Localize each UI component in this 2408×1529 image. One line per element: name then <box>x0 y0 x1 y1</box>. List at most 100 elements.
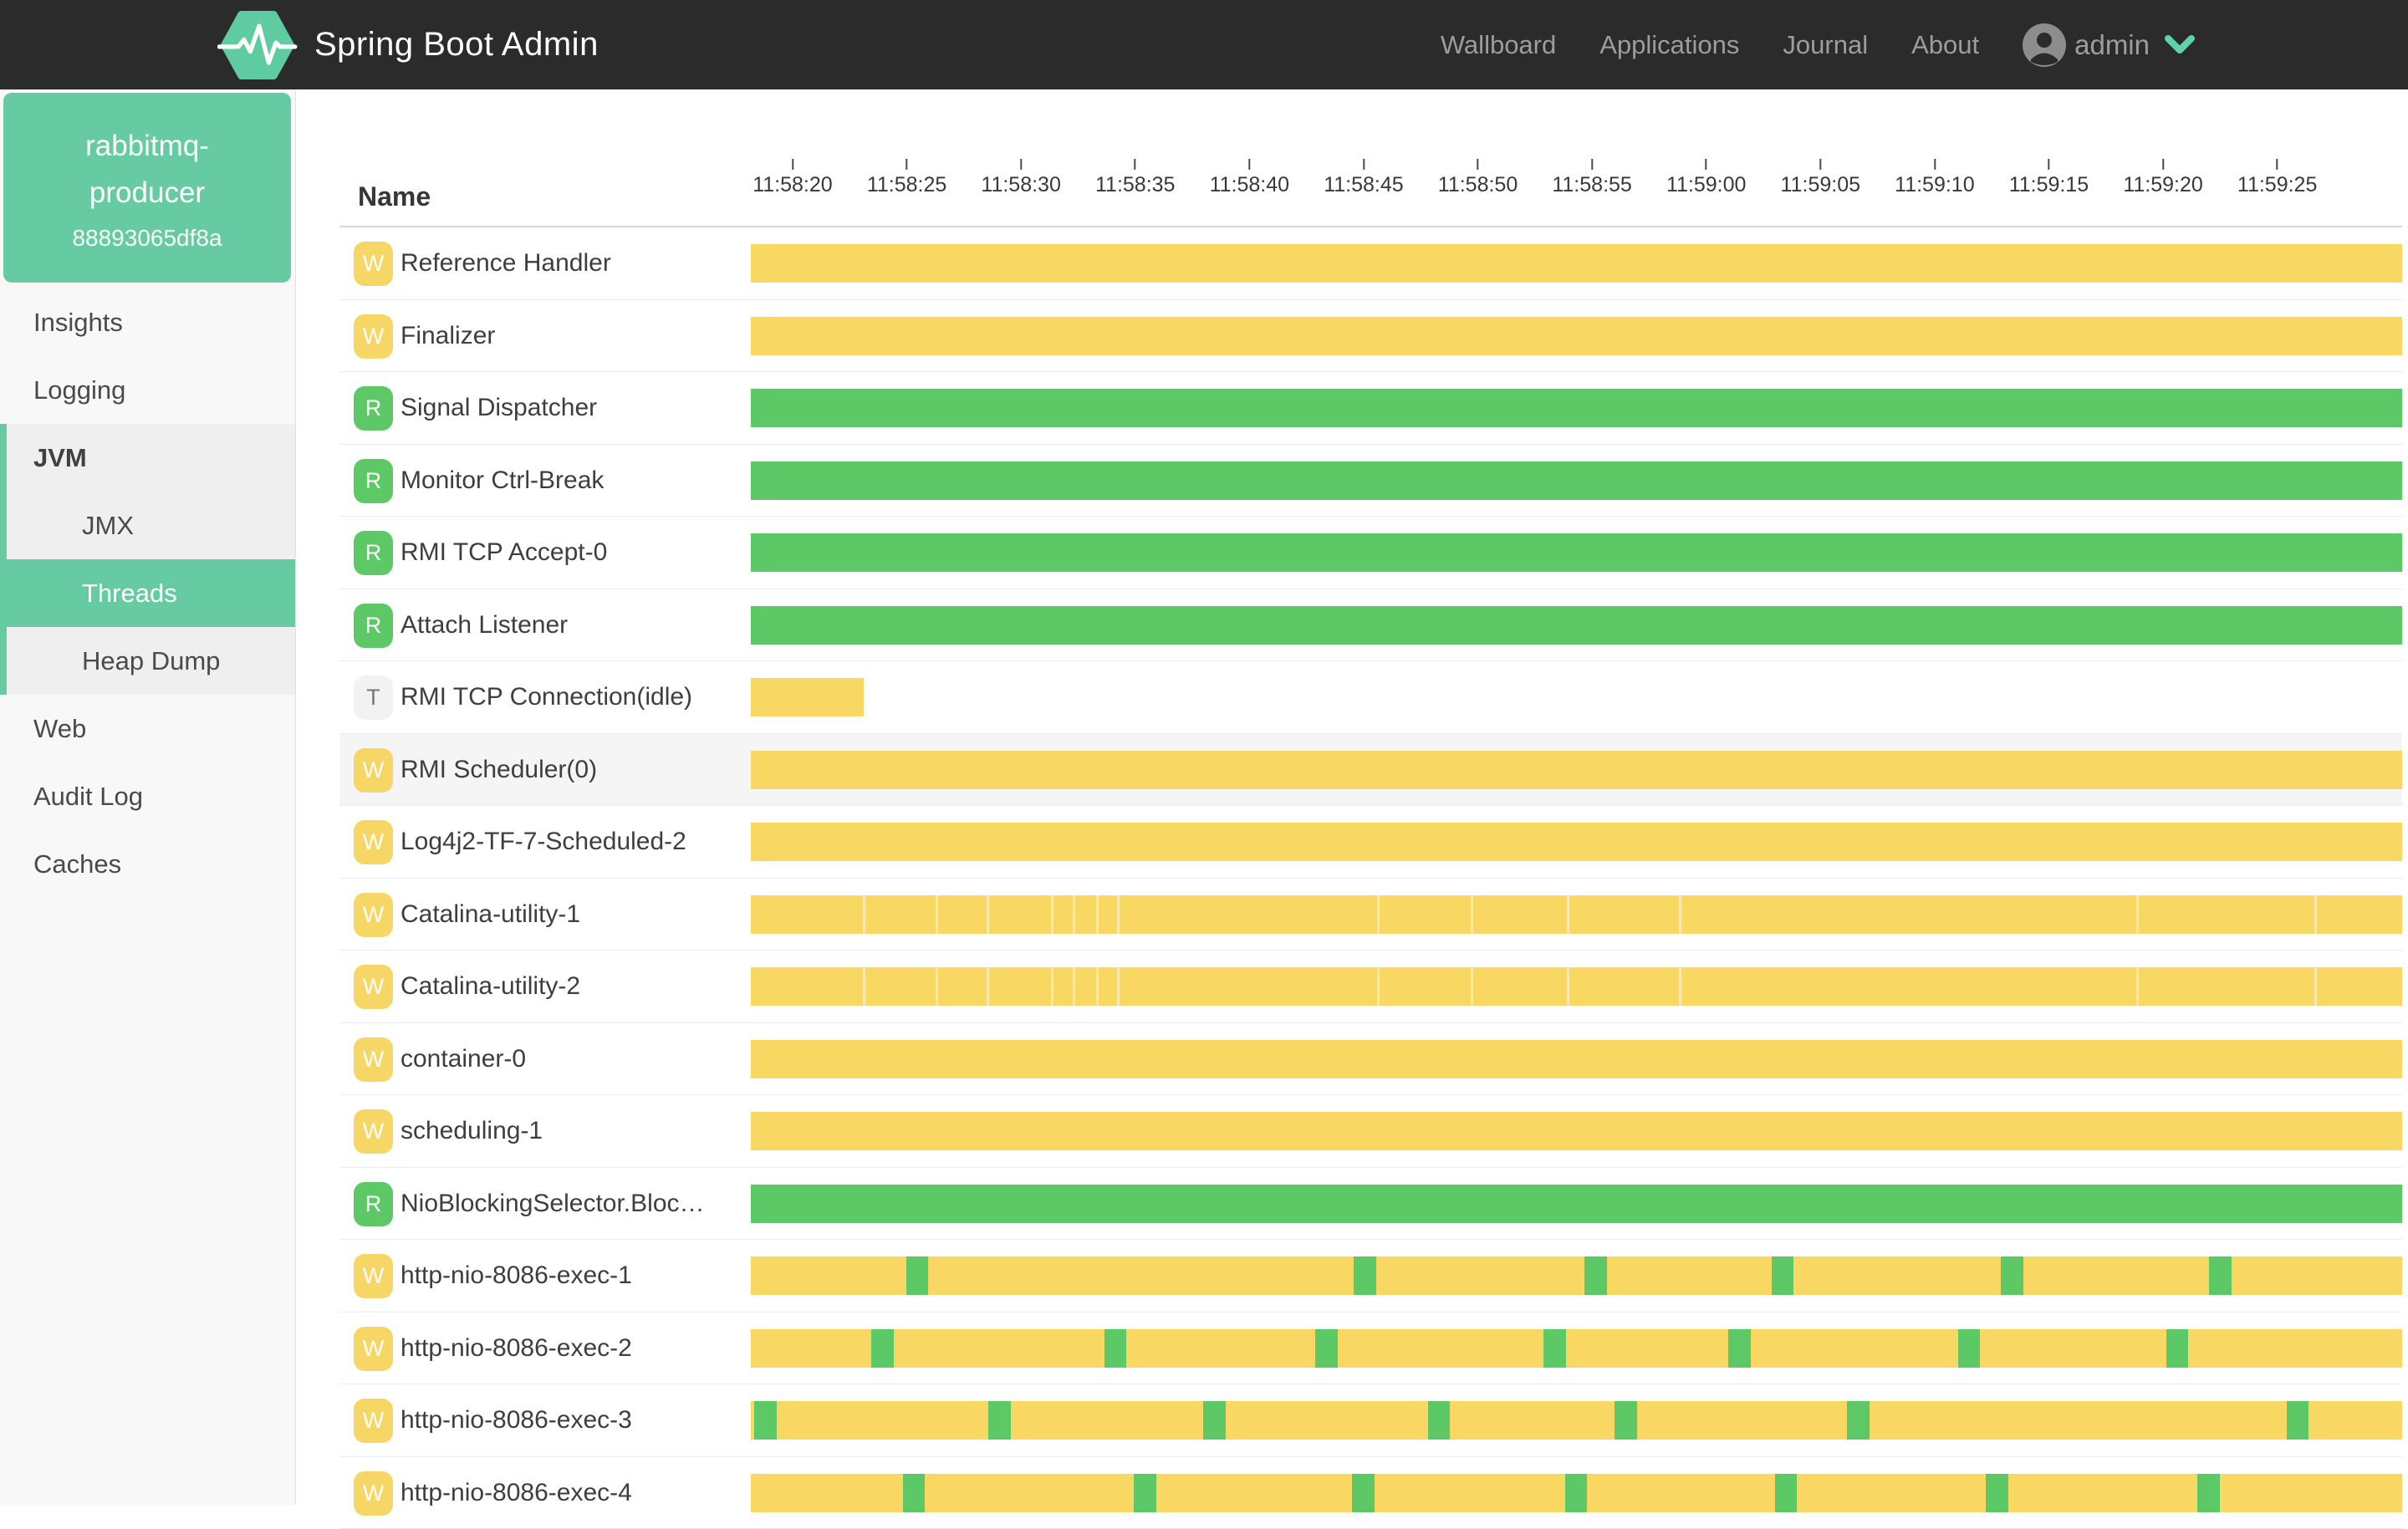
nav-link-journal[interactable]: Journal <box>1783 30 1868 60</box>
runnable-mark <box>2287 1401 2309 1440</box>
thread-timeline-bar[interactable] <box>751 895 2402 934</box>
runnable-mark <box>1203 1401 1226 1440</box>
instance-card[interactable]: rabbitmq- producer 88893065df8a <box>3 93 291 283</box>
state-segment-runnable <box>751 389 2402 427</box>
brand[interactable]: Spring Boot Admin <box>217 10 599 80</box>
thread-timeline-bar[interactable] <box>751 1112 2402 1150</box>
nav-link-applications[interactable]: Applications <box>1599 30 1739 60</box>
thread-timeline-bar[interactable] <box>751 823 2402 861</box>
sidebar-item-caches[interactable]: Caches <box>0 830 295 898</box>
thread-timeline-bar[interactable] <box>751 1256 2402 1295</box>
segment-break <box>987 967 989 1006</box>
segment-break <box>1117 895 1120 934</box>
thread-timeline-bar[interactable] <box>751 389 2402 427</box>
thread-timeline-bar[interactable] <box>751 1329 2402 1368</box>
thread-name: scheduling-1 <box>400 1095 543 1168</box>
segment-break <box>2136 895 2139 934</box>
runnable-mark <box>1105 1329 1127 1368</box>
thread-timeline-bar[interactable] <box>751 1040 2402 1078</box>
thread-timeline-bar[interactable] <box>751 533 2402 572</box>
user-name: admin <box>2074 29 2150 61</box>
thread-name: RMI Scheduler(0) <box>400 734 597 807</box>
sidebar-item-label: Threads <box>0 578 177 609</box>
thread-timeline-bar[interactable] <box>751 751 2402 789</box>
jvm-group: JVM JMX Threads Heap Dump <box>0 424 295 695</box>
thread-timeline-bar[interactable] <box>751 1474 2402 1512</box>
runnable-mark <box>1315 1329 1338 1368</box>
thread-timeline-bar[interactable] <box>751 1185 2402 1223</box>
thread-timeline-bar[interactable] <box>751 244 2402 283</box>
runnable-mark <box>2197 1474 2220 1512</box>
sidebar-item-jvm[interactable]: JVM <box>0 424 295 492</box>
sidebar-item-logging[interactable]: Logging <box>0 356 295 424</box>
thread-name: http-nio-8086-exec-3 <box>400 1384 632 1457</box>
time-tick: 11:58:30 <box>981 157 1060 197</box>
thread-timeline-bar[interactable] <box>751 606 2402 645</box>
top-navbar: Spring Boot Admin Wallboard Applications J… <box>0 0 2408 89</box>
runnable-mark <box>1134 1474 1156 1512</box>
segment-break <box>863 895 865 934</box>
thread-timeline-bar[interactable] <box>751 1401 2402 1440</box>
sidebar-item-heap-dump[interactable]: Heap Dump <box>0 627 295 695</box>
sidebar-item-label: JMX <box>0 511 134 541</box>
state-segment-waiting <box>751 751 2402 789</box>
thread-state-badge: W <box>354 1399 393 1443</box>
time-tick: 11:58:25 <box>867 157 946 197</box>
sidebar-item-label: Insights <box>0 308 123 338</box>
user-menu[interactable]: admin <box>2023 23 2195 67</box>
sidebar-item-audit-log[interactable]: Audit Log <box>0 762 295 830</box>
thread-timeline-bar[interactable] <box>751 678 2402 716</box>
nav-link-wallboard[interactable]: Wallboard <box>1441 30 1556 60</box>
thread-state-badge: R <box>354 386 393 431</box>
state-segment-timed_waiting <box>751 678 864 716</box>
runnable-mark <box>1543 1329 1566 1368</box>
state-segment-waiting <box>751 1040 2402 1078</box>
thread-timeline-bar[interactable] <box>751 967 2402 1006</box>
state-segment-waiting <box>751 1329 2402 1368</box>
tick-label: 11:59:20 <box>2123 173 2202 197</box>
sidebar-item-threads[interactable]: Threads <box>0 559 295 627</box>
tick-label: 11:59:10 <box>1895 173 1974 197</box>
segment-break <box>1096 967 1099 1006</box>
time-tick: 11:59:10 <box>1895 157 1974 197</box>
tick-mark <box>906 159 908 170</box>
tick-label: 11:58:35 <box>1095 173 1175 197</box>
thread-name: NioBlockingSelector.Bloc… <box>400 1168 705 1241</box>
sidebar-item-jmx[interactable]: JMX <box>0 492 295 559</box>
segment-break <box>936 967 938 1006</box>
tick-mark <box>2277 159 2278 170</box>
chevron-down-icon[interactable] <box>2165 35 2195 55</box>
sidebar-item-web[interactable]: Web <box>0 695 295 762</box>
segment-break <box>1567 895 1569 934</box>
sidebar-item-insights[interactable]: Insights <box>0 288 295 356</box>
thread-name: http-nio-8086-exec-2 <box>400 1312 632 1385</box>
sidebar-item-label: Web <box>0 714 86 744</box>
thread-timeline-bar[interactable] <box>751 317 2402 355</box>
runnable-mark <box>906 1256 929 1295</box>
nav-link-about[interactable]: About <box>1911 30 1979 60</box>
tick-mark <box>1819 159 1821 170</box>
sidebar-item-label: Caches <box>0 849 121 879</box>
thread-timeline-bar[interactable] <box>751 461 2402 500</box>
